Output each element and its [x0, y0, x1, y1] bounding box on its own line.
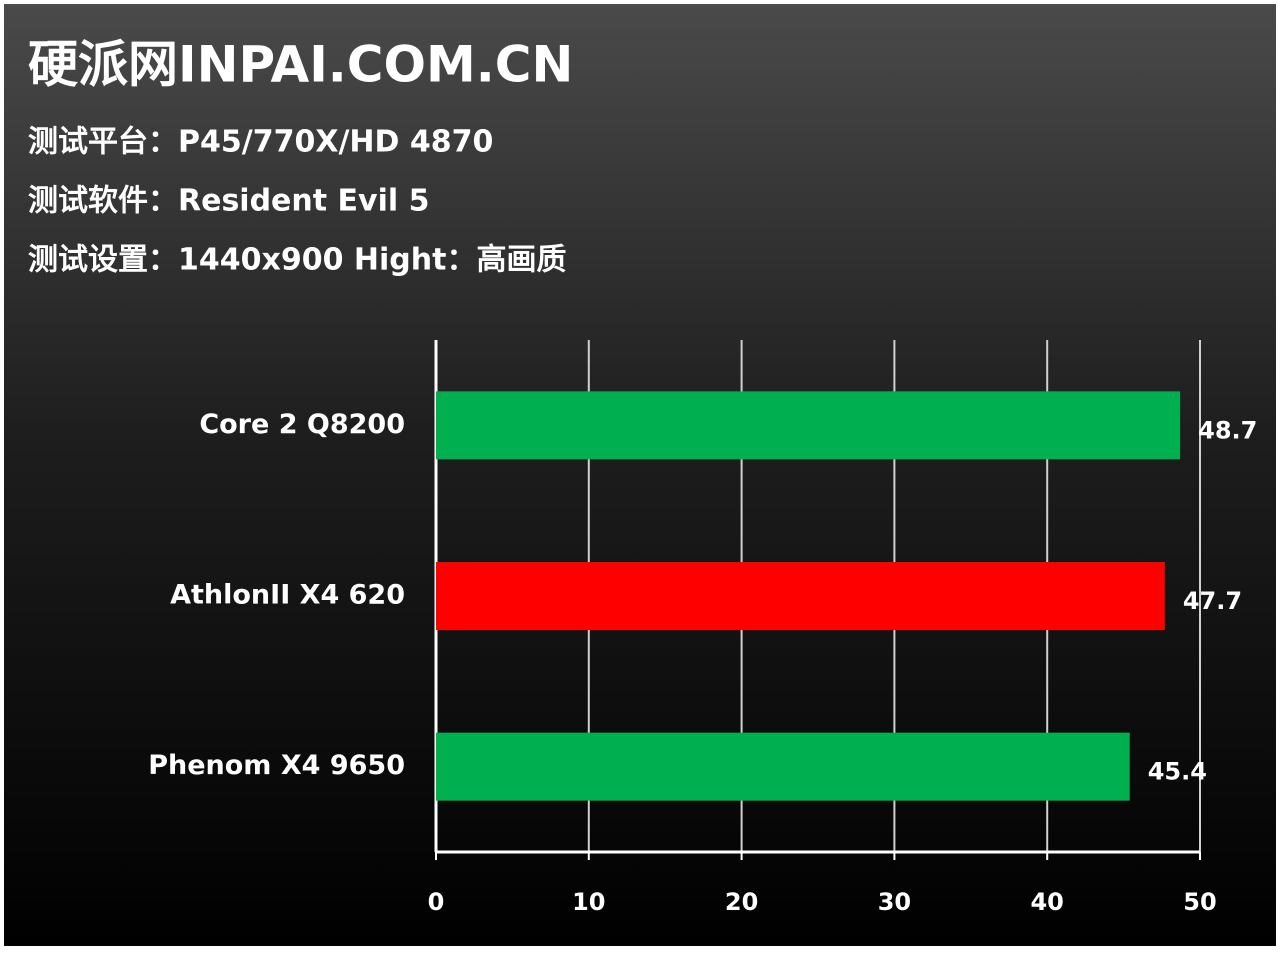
value-label: 48.7 — [1198, 416, 1257, 444]
value-label: 45.4 — [1148, 758, 1207, 786]
subtitle: 测试软件：Resident Evil 5 — [28, 184, 429, 219]
value-label: 47.7 — [1183, 587, 1242, 615]
y-tick-label: Phenom X4 9650 — [148, 750, 405, 781]
bar — [436, 732, 1130, 801]
bar — [436, 391, 1181, 460]
subtitle: 测试设置：1440x900 Hight：高画质 — [28, 243, 566, 278]
y-tick-label: AthlonII X4 620 — [170, 580, 405, 611]
x-tick-label: 30 — [878, 888, 911, 916]
x-tick-label: 0 — [428, 888, 445, 916]
subtitle: 测试平台：P45/770X/HD 4870 — [28, 125, 493, 160]
bar — [436, 562, 1165, 630]
x-tick-label: 20 — [725, 888, 758, 916]
x-tick-label: 10 — [572, 888, 605, 916]
y-tick-label: Core 2 Q8200 — [199, 409, 405, 440]
x-tick-label: 40 — [1030, 888, 1063, 916]
chart-title: 硬派网INPAI.COM.CN — [28, 36, 573, 94]
x-tick-label: 50 — [1183, 888, 1216, 916]
